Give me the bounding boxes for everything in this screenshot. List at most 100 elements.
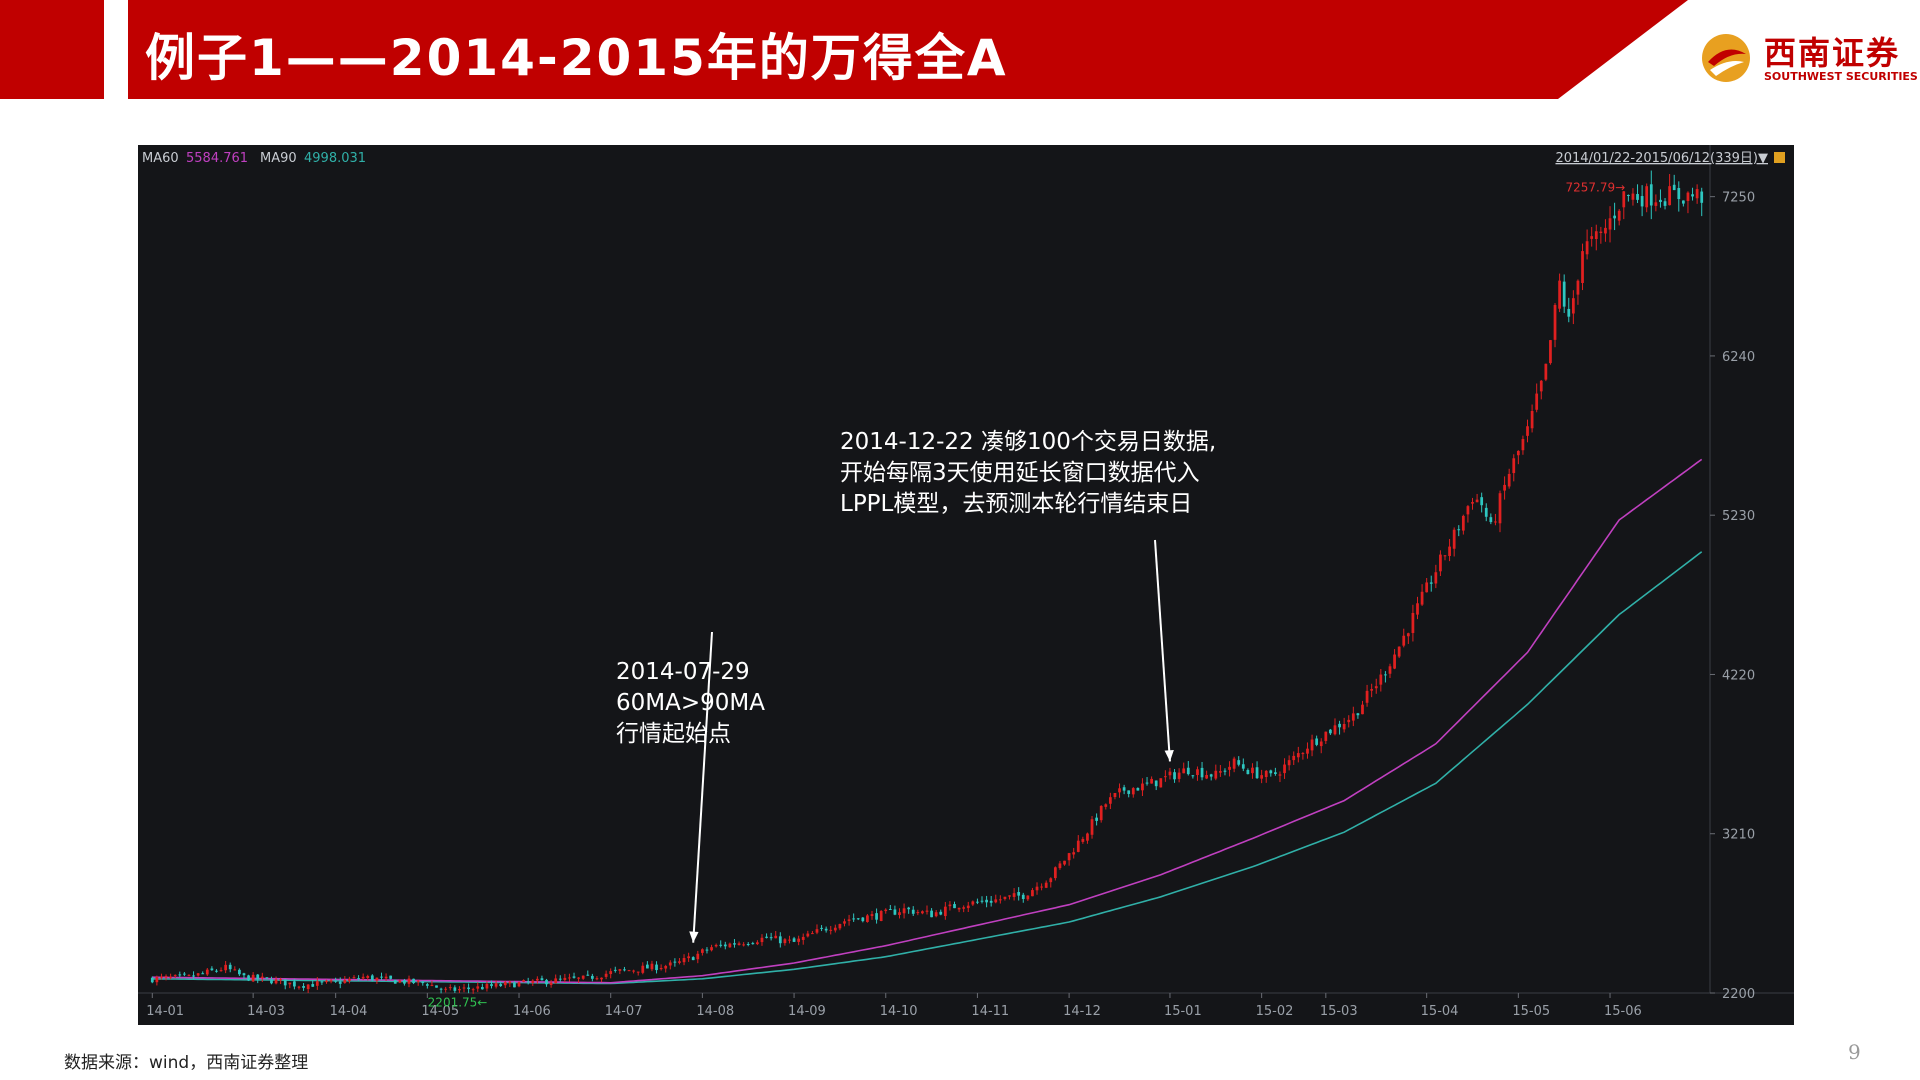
candle-body — [274, 979, 278, 984]
candle-body — [1397, 646, 1401, 657]
candle-body — [393, 979, 397, 984]
candle-body — [655, 964, 658, 971]
candle-body — [435, 985, 438, 988]
candle-body — [815, 929, 819, 933]
annotation-arrow-head — [689, 931, 699, 943]
candle-body — [219, 970, 223, 972]
x-tick-label: 14-11 — [971, 1004, 1009, 1019]
candle-body — [1356, 713, 1360, 716]
candle-body — [774, 935, 778, 939]
x-tick-label: 15-03 — [1320, 1004, 1358, 1019]
candle-body — [251, 974, 255, 982]
candle-body — [1063, 860, 1066, 865]
candle-body — [1649, 184, 1653, 206]
header-bar — [128, 0, 1688, 99]
candle-body — [513, 982, 516, 988]
candle-body — [916, 912, 920, 914]
candle-body — [1141, 783, 1144, 791]
candle-body — [884, 909, 888, 912]
candle-body — [1700, 191, 1704, 203]
candle-body — [1150, 778, 1153, 784]
candle-body — [943, 906, 947, 917]
candle-body — [462, 987, 466, 989]
candle-body — [1049, 878, 1053, 883]
candle-body — [939, 911, 943, 915]
candle-body — [1466, 506, 1470, 515]
candle-body — [160, 976, 163, 978]
candle-body — [1044, 882, 1048, 888]
candle-body — [448, 987, 452, 989]
candle-body — [1549, 340, 1552, 364]
annotation-lppl: 2014-12-22 凑够100个交易日数据, 开始每隔3天使用延长窗口数据代入… — [840, 429, 1217, 517]
candle-body — [705, 949, 709, 951]
candle-body — [265, 977, 269, 979]
candle-body — [792, 938, 796, 942]
logo-name-en: SOUTHWEST SECURITIES — [1764, 70, 1918, 83]
candle-body — [1608, 218, 1612, 230]
candle-body — [806, 933, 810, 937]
candle-body — [1585, 241, 1589, 255]
candle-body — [1219, 771, 1222, 773]
candle-body — [1113, 792, 1117, 798]
candle-body — [1301, 753, 1305, 755]
candle-body — [893, 909, 897, 915]
candle-body — [659, 967, 663, 970]
candle-body — [898, 912, 901, 915]
candle-body — [1053, 867, 1057, 879]
candle-body — [1636, 194, 1639, 200]
candle-body — [1200, 767, 1204, 778]
candle-body — [907, 907, 911, 910]
candle-body — [494, 983, 498, 987]
candle-body — [1668, 186, 1671, 206]
candle-body — [1145, 782, 1149, 784]
candle-body — [595, 978, 599, 980]
candle-body — [384, 976, 388, 979]
candle-body — [1516, 450, 1520, 456]
candle-body — [1310, 739, 1314, 751]
candle-body — [838, 924, 842, 929]
candle-body — [150, 977, 154, 983]
candle-body — [948, 904, 952, 907]
candle-body — [1663, 201, 1667, 206]
candle-body — [957, 907, 961, 910]
candle-body — [788, 939, 791, 941]
candle-body — [192, 975, 195, 977]
candle-body — [811, 933, 814, 935]
candle-body — [728, 943, 732, 948]
x-tick-label: 14-06 — [513, 1004, 551, 1019]
y-tick-label: 5230 — [1722, 509, 1755, 524]
candle-body — [980, 900, 984, 902]
logo-mark-icon — [1702, 34, 1750, 82]
candle-body — [1416, 603, 1419, 615]
candle-body — [714, 944, 718, 947]
legend-ma60-name: MA60 — [142, 151, 179, 166]
candle-body — [1081, 838, 1085, 842]
high-label: 7257.79→ — [1566, 180, 1626, 194]
candle-body — [558, 978, 562, 980]
candle-body — [1017, 892, 1021, 896]
candle-body — [641, 965, 645, 973]
candle-body — [1269, 770, 1273, 774]
candle-body — [1429, 582, 1433, 584]
candle-body — [1241, 764, 1245, 769]
candle-body — [1246, 770, 1250, 775]
candle-body — [1205, 775, 1209, 779]
candle-body — [824, 928, 828, 931]
candle-body — [1695, 189, 1699, 199]
candle-body — [746, 944, 750, 946]
candle-body — [1177, 772, 1181, 779]
data-source-note: 数据来源：wind，西南证券整理 — [64, 1053, 309, 1073]
candle-body — [925, 910, 929, 912]
candle-body — [710, 947, 713, 951]
candle-body — [1677, 188, 1681, 200]
candle-body — [334, 980, 338, 982]
candle-body — [902, 908, 906, 914]
x-tick-label: 14-07 — [605, 1004, 643, 1019]
candle-body — [1306, 748, 1309, 754]
candle-body — [1319, 741, 1323, 747]
candle-body — [238, 969, 241, 975]
candle-body — [1338, 723, 1341, 728]
y-tick-label: 3210 — [1722, 828, 1755, 843]
candle-body — [228, 964, 232, 970]
candle-body — [1539, 380, 1543, 392]
